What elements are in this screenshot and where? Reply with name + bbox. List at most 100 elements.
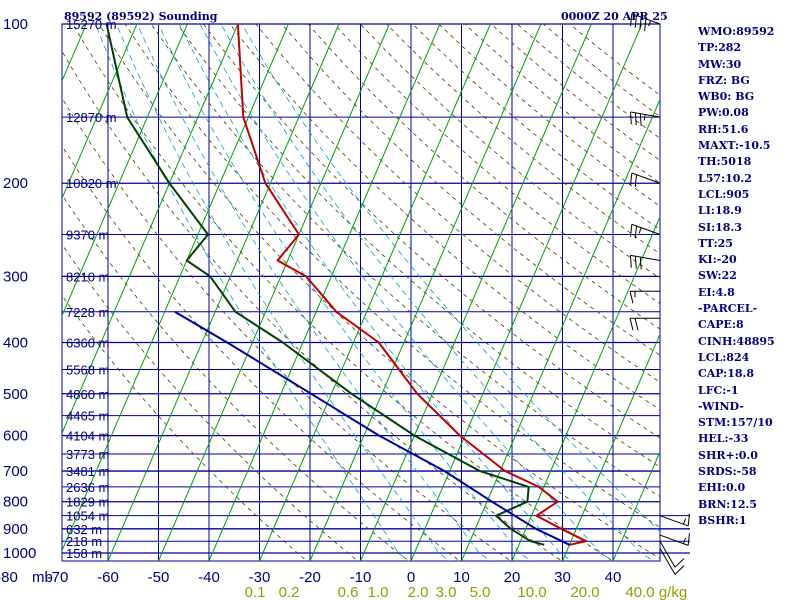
isotherm-line bbox=[62, 24, 138, 200]
index-row: MAXT:-10.5 bbox=[698, 139, 771, 153]
wind-barb bbox=[659, 532, 690, 546]
index-row: FRZ: BG bbox=[698, 73, 750, 87]
wind-barb bbox=[630, 223, 661, 239]
index-row: TT:25 bbox=[698, 236, 733, 250]
height-label: 4860 m bbox=[66, 387, 109, 402]
height-label: 5568 m bbox=[66, 363, 109, 378]
barb-half bbox=[648, 20, 652, 27]
height-label: 9370 m bbox=[66, 228, 109, 243]
index-row: L57:10.2 bbox=[698, 171, 752, 185]
isotherm-line bbox=[461, 98, 660, 561]
barb-flag bbox=[630, 172, 633, 186]
height-label: 158 m bbox=[66, 546, 102, 561]
wind-barb bbox=[659, 540, 685, 568]
wind-barb bbox=[629, 317, 660, 331]
index-row: CINH:48895 bbox=[698, 334, 775, 348]
index-row: CAP:18.8 bbox=[698, 367, 755, 381]
temperature-trace bbox=[236, 24, 588, 546]
height-label: 10820 m bbox=[66, 176, 117, 191]
pressure-label: 700 bbox=[3, 463, 28, 480]
index-row: -WIND- bbox=[698, 399, 744, 413]
pressure-label: 800 bbox=[3, 494, 28, 511]
moist-adiabat bbox=[178, 24, 573, 561]
index-row: -PARCEL- bbox=[698, 302, 758, 316]
barb-flag bbox=[639, 17, 642, 30]
temp-tick-label: 20 bbox=[504, 569, 521, 586]
index-row: LCL:905 bbox=[698, 187, 750, 201]
index-row: WB0: BG bbox=[698, 90, 755, 104]
wind-barb bbox=[629, 290, 660, 304]
datetime-label: 0000Z 20 APR 25 bbox=[561, 10, 668, 23]
index-row: CAPE:8 bbox=[698, 318, 744, 332]
dry-adiabat bbox=[62, 294, 308, 561]
index-row: LI:18.9 bbox=[698, 204, 742, 218]
wind-barb bbox=[630, 13, 661, 32]
moist-adiabat bbox=[199, 24, 614, 561]
height-label: 218 m bbox=[66, 534, 102, 549]
height-label: 7228 m bbox=[66, 305, 109, 320]
barb-flag bbox=[634, 225, 638, 239]
index-row: KI:-20 bbox=[698, 253, 737, 267]
barb-half bbox=[643, 114, 646, 121]
index-row: SRDS:-58 bbox=[698, 465, 757, 479]
barb-half bbox=[683, 537, 687, 544]
dewpoint-trace bbox=[105, 24, 545, 546]
adiabat-layer bbox=[62, 24, 660, 561]
index-row: STM:157/10 bbox=[698, 416, 773, 430]
index-row: SHR+:0.0 bbox=[698, 448, 758, 462]
barb-flag bbox=[687, 513, 690, 526]
index-row: RH:51.6 bbox=[698, 122, 749, 136]
barb-flag bbox=[639, 113, 642, 127]
temp-tick-label: -50 bbox=[148, 569, 170, 586]
index-row: EHI:0.0 bbox=[698, 481, 746, 495]
mixing-ratio-label: 0.1 bbox=[245, 584, 266, 600]
mixing-ratio-label: 20.0 bbox=[570, 584, 599, 600]
barb-flag bbox=[639, 257, 642, 270]
barb-flag bbox=[644, 18, 647, 32]
axis-unit-label: mb bbox=[32, 569, 53, 586]
barb-half bbox=[683, 518, 687, 525]
wind-barb bbox=[659, 548, 685, 575]
pressure-label: 600 bbox=[3, 428, 28, 445]
isotherm-line bbox=[360, 24, 592, 561]
dry-adiabat bbox=[62, 194, 410, 561]
isotherm-line bbox=[410, 24, 643, 561]
moist-adiabat bbox=[241, 24, 660, 533]
moist-adiabat bbox=[116, 24, 451, 561]
isotherm-line bbox=[208, 24, 441, 561]
height-label: 4104 m bbox=[66, 429, 109, 444]
index-row: TH:5018 bbox=[698, 155, 752, 169]
station-title: 89592 (89592) Sounding bbox=[64, 10, 218, 23]
barb-staff bbox=[659, 540, 676, 568]
indices-panel: WMO:89592 TP:282 MW:30 FRZ: BG WB0: BG PW:0.0… bbox=[698, 24, 798, 529]
index-row: LFC:-1 bbox=[698, 383, 739, 397]
height-label: 1829 m bbox=[66, 495, 109, 510]
isotherm-line bbox=[62, 24, 289, 552]
dry-adiabat bbox=[62, 243, 359, 561]
temp-tick-label: 0 bbox=[407, 569, 415, 586]
dry-adiabat bbox=[360, 24, 660, 279]
temp-tick-label: -40 bbox=[198, 569, 220, 586]
moist-adiabat bbox=[220, 24, 655, 561]
temp-tick-label: 10 bbox=[453, 569, 470, 586]
height-label: 2636 m bbox=[66, 480, 109, 495]
dry-adiabat bbox=[72, 24, 614, 561]
height-label: 3773 m bbox=[66, 447, 109, 462]
dry-adiabat bbox=[203, 24, 660, 439]
height-label: 632 m bbox=[66, 522, 102, 537]
barb-flag bbox=[674, 565, 685, 575]
mixing-ratio-label: 3.0 bbox=[436, 584, 457, 600]
grid-layer bbox=[61, 23, 690, 562]
height-label: 4465 m bbox=[66, 409, 109, 424]
barb-flag bbox=[687, 532, 690, 546]
height-label: 8210 m bbox=[66, 269, 109, 284]
barb-flag bbox=[634, 256, 637, 269]
isotherm-layer bbox=[0, 24, 660, 561]
index-row: BSHR:1 bbox=[698, 513, 747, 527]
isotherm-line bbox=[0, 24, 36, 561]
isotherm-line bbox=[62, 24, 239, 435]
mixing-ratio-label: 0.6 bbox=[338, 584, 359, 600]
height-label: 15270 m bbox=[66, 17, 117, 32]
